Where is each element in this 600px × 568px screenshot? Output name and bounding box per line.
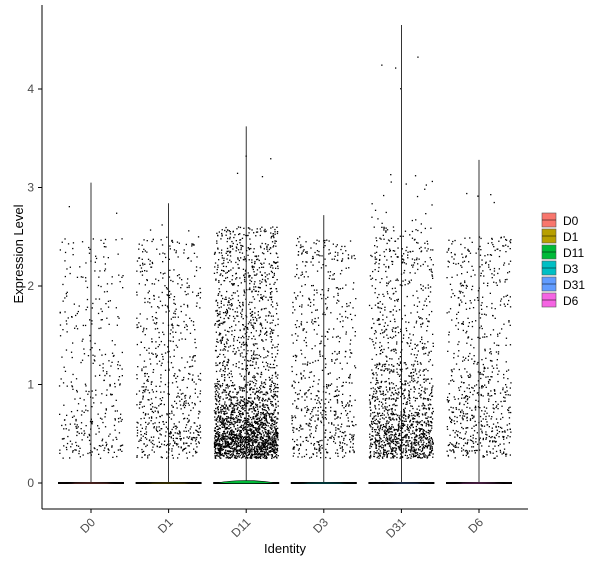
violin-body-D11 bbox=[216, 480, 277, 484]
x-axis-title: Identity bbox=[264, 541, 306, 556]
y-axis-title: Expression Level bbox=[11, 204, 26, 303]
legend-label-D11: D11 bbox=[563, 246, 584, 260]
points-D11 bbox=[213, 155, 280, 484]
legend-label-D6: D6 bbox=[563, 294, 579, 308]
y-tick-label: 0 bbox=[27, 476, 34, 490]
violins bbox=[58, 24, 512, 484]
y-tick-label: 1 bbox=[27, 378, 34, 392]
legend-label-D0: D0 bbox=[563, 214, 579, 228]
violin-body-D0 bbox=[58, 482, 124, 484]
y-tick-label: 2 bbox=[27, 279, 34, 293]
jitter-points bbox=[58, 56, 512, 484]
legend-label-D31: D31 bbox=[563, 278, 585, 292]
violin-body-D31 bbox=[369, 482, 434, 484]
y-tick-label: 3 bbox=[27, 181, 34, 195]
violin-body-D6 bbox=[446, 482, 512, 484]
legend-label-D3: D3 bbox=[563, 262, 579, 276]
y-tick-label: 4 bbox=[27, 82, 34, 96]
x-tick-label-D11: D11 bbox=[228, 515, 253, 540]
x-tick-label-D31: D31 bbox=[383, 515, 409, 541]
legend-label-D1: D1 bbox=[563, 230, 579, 244]
violin-body-D3 bbox=[291, 482, 356, 484]
y-ticks: 0 1 2 3 4 bbox=[27, 82, 42, 490]
violin-body-D1 bbox=[136, 482, 201, 484]
points-D31 bbox=[368, 56, 435, 484]
x-tick-label-D3: D3 bbox=[310, 515, 331, 536]
x-ticks: D0 D1 D11 D3 D31 D6 bbox=[77, 509, 486, 541]
points-D6 bbox=[446, 192, 512, 484]
x-tick-label-D0: D0 bbox=[77, 515, 98, 536]
x-tick-label-D1: D1 bbox=[155, 515, 176, 536]
legend: D0 D1 D11 D3 D31 D6 bbox=[541, 212, 585, 308]
x-tick-label-D6: D6 bbox=[465, 515, 486, 536]
